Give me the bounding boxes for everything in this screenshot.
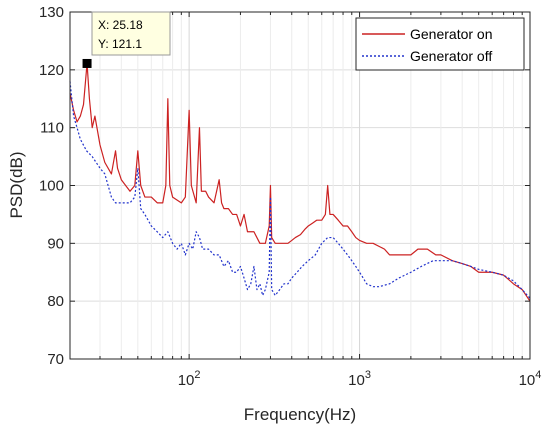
y-tick-labels: 70 80 90 100 110 120 130 <box>39 4 64 368</box>
y-tick-label: 70 <box>47 351 64 368</box>
legend-label-generator-off: Generator off <box>410 48 492 64</box>
datatip-x-text: X: 25.18 <box>98 18 143 32</box>
datatip: X: 25.18 Y: 121.1 <box>82 11 171 68</box>
datatip-marker <box>82 58 92 68</box>
grid-lines <box>69 11 531 360</box>
datatip-box <box>91 11 171 56</box>
series-line-generator-off <box>69 81 531 299</box>
datatip-y-text: Y: 121.1 <box>98 37 142 51</box>
x-tick-label: 102 <box>178 369 201 389</box>
x-axis-title: Frequency(Hz) <box>244 405 356 424</box>
x-tick-label: 104 <box>519 369 542 389</box>
legend-box <box>355 17 525 71</box>
y-axis-title: PSD(dB) <box>7 151 26 218</box>
y-tick-label: 80 <box>47 293 64 310</box>
x-tick-labels: 102 103 104 <box>178 369 542 389</box>
series-line-generator-on <box>69 62 531 302</box>
y-tick-label: 110 <box>40 120 64 137</box>
y-tick-label: 100 <box>39 178 64 195</box>
x-tick-label: 103 <box>348 369 371 389</box>
legend-label-generator-on: Generator on <box>410 26 493 42</box>
y-tick-label: 90 <box>47 235 64 252</box>
y-tick-label: 130 <box>39 4 64 21</box>
axis-ticks <box>69 11 531 360</box>
legend: Generator on Generator off <box>355 17 525 71</box>
y-tick-label: 120 <box>39 62 64 79</box>
series-layer <box>69 62 531 302</box>
